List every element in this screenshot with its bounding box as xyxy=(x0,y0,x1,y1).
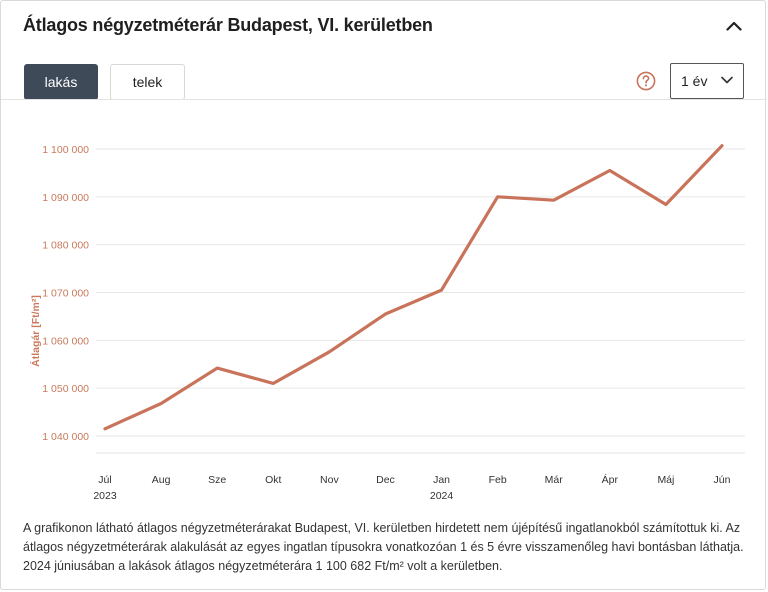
y-tick-label: 1 080 000 xyxy=(42,240,89,252)
x-year-label: 2023 xyxy=(93,490,117,502)
period-select-value: 1 év xyxy=(681,73,708,89)
x-tick-label: Júl xyxy=(98,474,111,486)
x-tick-label: Máj xyxy=(657,474,674,486)
x-tick-label: Dec xyxy=(376,474,395,486)
period-select[interactable]: 1 év xyxy=(670,63,744,99)
x-tick-label: Sze xyxy=(208,474,226,486)
x-tick-label: Okt xyxy=(265,474,281,486)
collapse-button[interactable] xyxy=(723,15,745,37)
y-tick-label: 1 100 000 xyxy=(42,144,89,156)
property-type-tabs: lakás telek xyxy=(24,64,185,100)
series-line xyxy=(103,144,724,431)
tab-lakas[interactable]: lakás xyxy=(24,64,98,100)
x-tick-label: Aug xyxy=(152,474,171,486)
help-button[interactable] xyxy=(636,71,656,91)
card-title: Átlagos négyzetméterár Budapest, VI. ker… xyxy=(23,15,433,35)
y-tick-label: 1 040 000 xyxy=(42,431,89,443)
x-year-label: 2024 xyxy=(430,490,454,502)
chevron-up-icon xyxy=(726,21,742,31)
y-axis-label: Átlagár [Ft/m²] xyxy=(29,295,42,367)
x-axis-ticks: Júl 2023 Aug Sze Okt Nov Dec Jan 2024 Feb Már Ápr Má… xyxy=(93,473,730,502)
x-tick-label: Már xyxy=(545,474,564,486)
chart-caption: A grafikonon látható átlagos négyzetméte… xyxy=(23,519,747,576)
header-divider xyxy=(1,99,767,100)
tab-telek[interactable]: telek xyxy=(110,64,185,100)
caption-text: A grafikonon látható átlagos négyzetméte… xyxy=(23,521,744,573)
price-line-chart: 1 040 000 1 050 000 1 060 000 1 070 000 1 08… xyxy=(29,144,745,502)
y-tick-label: 1 050 000 xyxy=(42,383,89,395)
question-circle-icon xyxy=(636,71,656,91)
y-tick-label: 1 090 000 xyxy=(42,192,89,204)
y-tick-label: 1 070 000 xyxy=(42,288,89,300)
y-tick-label: 1 060 000 xyxy=(42,335,89,347)
chevron-down-icon xyxy=(721,76,733,84)
chart-series xyxy=(103,144,724,431)
y-axis-ticks: 1 040 000 1 050 000 1 060 000 1 070 000 1 08… xyxy=(42,144,89,443)
chart-grid xyxy=(96,148,745,454)
x-tick-label: Ápr xyxy=(602,473,619,486)
x-tick-label: Jan xyxy=(433,474,450,486)
x-tick-label: Nov xyxy=(320,474,339,486)
x-tick-label: Jún xyxy=(714,474,731,486)
x-tick-label: Feb xyxy=(489,474,507,486)
